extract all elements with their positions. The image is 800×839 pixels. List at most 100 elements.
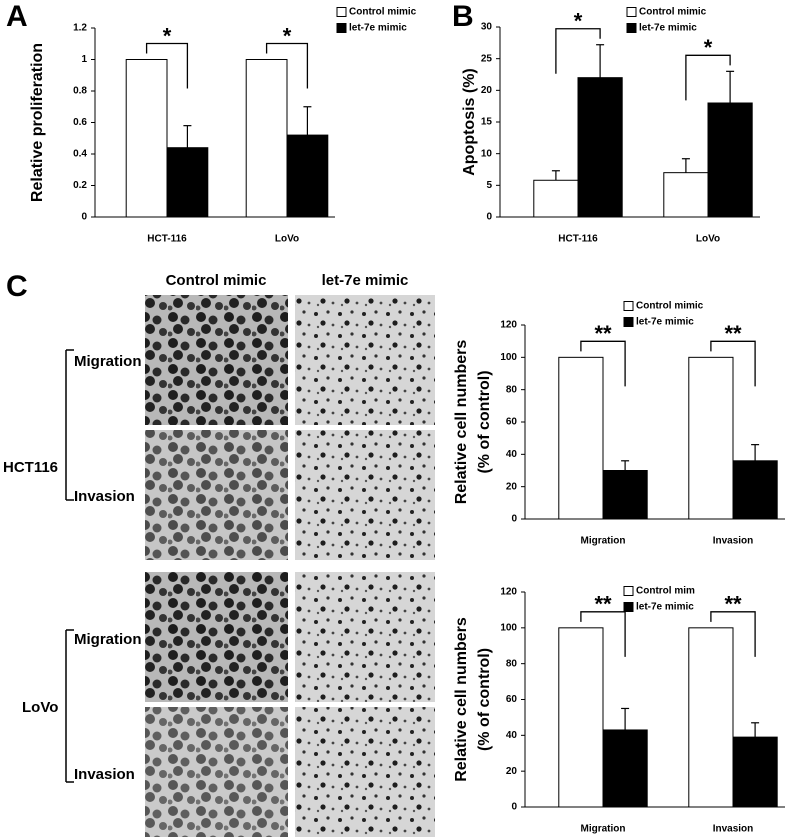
y-tick-label: 0 — [511, 514, 517, 525]
micrograph — [295, 295, 435, 425]
significance-bracket — [555, 28, 601, 74]
y-tick-label: 1 — [81, 54, 87, 65]
micrograph — [295, 430, 435, 560]
bar — [602, 729, 648, 808]
panel-label: C — [6, 270, 28, 303]
bar — [125, 59, 168, 218]
legend-label: let-7e mimic — [636, 602, 694, 613]
panel-label: B — [452, 0, 474, 33]
significance-label: ** — [594, 592, 612, 617]
y-tick-label: 20 — [506, 766, 518, 777]
y-tick-label: 20 — [506, 481, 518, 492]
y-axis-label: Relative proliferation — [29, 43, 46, 202]
significance-label: * — [574, 9, 583, 34]
bar — [688, 627, 734, 808]
x-tick-label: Migration — [581, 824, 626, 835]
y-tick-label: 40 — [506, 730, 518, 741]
bar — [245, 59, 288, 218]
micrograph — [145, 295, 288, 425]
significance-label: * — [704, 35, 713, 60]
y-tick-label: 80 — [506, 658, 518, 669]
x-tick-label: HCT-116 — [147, 234, 187, 245]
legend-swatch — [336, 23, 347, 33]
bar — [707, 102, 753, 218]
y-tick-label: 40 — [506, 449, 518, 460]
legend-swatch — [336, 7, 347, 17]
y-tick-label: 100 — [500, 352, 517, 363]
y-axis-label: (% of control) — [476, 648, 493, 751]
significance-label: ** — [594, 321, 612, 346]
x-tick-label: Invasion — [713, 536, 754, 547]
significance-label: ** — [724, 592, 742, 617]
significance-bracket — [710, 611, 756, 657]
micrograph — [145, 430, 288, 560]
y-tick-label: 30 — [481, 22, 493, 33]
bar — [663, 172, 709, 218]
column-label: let-7e mimic — [322, 272, 409, 289]
legend-swatch — [623, 317, 634, 327]
y-tick-label: 15 — [481, 117, 493, 128]
x-tick-label: Migration — [581, 536, 626, 547]
legend-swatch — [623, 602, 634, 612]
y-tick-label: 120 — [500, 587, 517, 598]
significance-label: ** — [724, 321, 742, 346]
bar — [558, 627, 604, 808]
assay-label: Migration — [74, 631, 142, 648]
micrograph — [145, 572, 288, 702]
significance-bracket — [145, 42, 189, 89]
micrograph — [295, 572, 435, 702]
bar — [558, 356, 604, 520]
y-tick-label: 20 — [481, 85, 493, 96]
legend-swatch — [623, 586, 634, 596]
y-axis-label: (% of control) — [476, 370, 493, 473]
column-label: Control mimic — [166, 272, 267, 289]
y-tick-label: 5 — [486, 180, 492, 191]
significance-label: * — [163, 23, 172, 48]
legend-label: let-7e mimic — [636, 317, 694, 328]
assay-label: Invasion — [74, 488, 135, 505]
significance-bracket — [580, 611, 626, 657]
significance-bracket — [580, 340, 626, 387]
y-tick-label: 25 — [481, 53, 493, 64]
row-label: LoVo — [22, 699, 58, 716]
y-tick-label: 10 — [481, 148, 493, 159]
panel-label: A — [6, 0, 28, 33]
legend-swatch — [623, 301, 634, 311]
y-tick-label: 0.4 — [73, 149, 87, 160]
micrograph — [145, 707, 288, 837]
row-bracket — [65, 349, 74, 783]
x-tick-label: LoVo — [696, 234, 720, 245]
legend-label: Control mimic — [349, 7, 417, 18]
y-tick-label: 0 — [81, 212, 87, 223]
y-tick-label: 0.8 — [73, 86, 87, 97]
micrograph — [295, 707, 435, 837]
assay-label: Invasion — [74, 766, 135, 783]
x-tick-label: LoVo — [275, 234, 299, 245]
significance-bracket — [685, 54, 731, 101]
y-tick-label: 100 — [500, 622, 517, 633]
row-label: HCT116 — [3, 459, 58, 476]
significance-bracket — [265, 42, 309, 89]
bar — [732, 736, 778, 808]
y-tick-label: 0.2 — [73, 180, 87, 191]
y-tick-label: 60 — [506, 694, 518, 705]
y-tick-label: 80 — [506, 384, 518, 395]
y-tick-label: 0 — [486, 212, 492, 223]
y-axis-label: Relative cell numbers — [453, 340, 470, 505]
bar — [166, 147, 209, 218]
x-tick-label: HCT-116 — [558, 234, 598, 245]
bar — [732, 460, 778, 520]
bar — [688, 356, 734, 520]
legend-swatch — [626, 23, 637, 33]
y-tick-label: 0 — [511, 802, 517, 813]
bar — [286, 134, 329, 218]
legend-swatch — [626, 7, 637, 17]
bar — [602, 470, 648, 520]
legend-label: Control mimic — [639, 7, 707, 18]
y-axis-label: Apoptosis (%) — [461, 68, 478, 176]
y-tick-label: 0.6 — [73, 117, 87, 128]
y-tick-label: 60 — [506, 417, 518, 428]
x-tick-label: Invasion — [713, 824, 754, 835]
y-axis-label: Relative cell numbers — [453, 617, 470, 782]
